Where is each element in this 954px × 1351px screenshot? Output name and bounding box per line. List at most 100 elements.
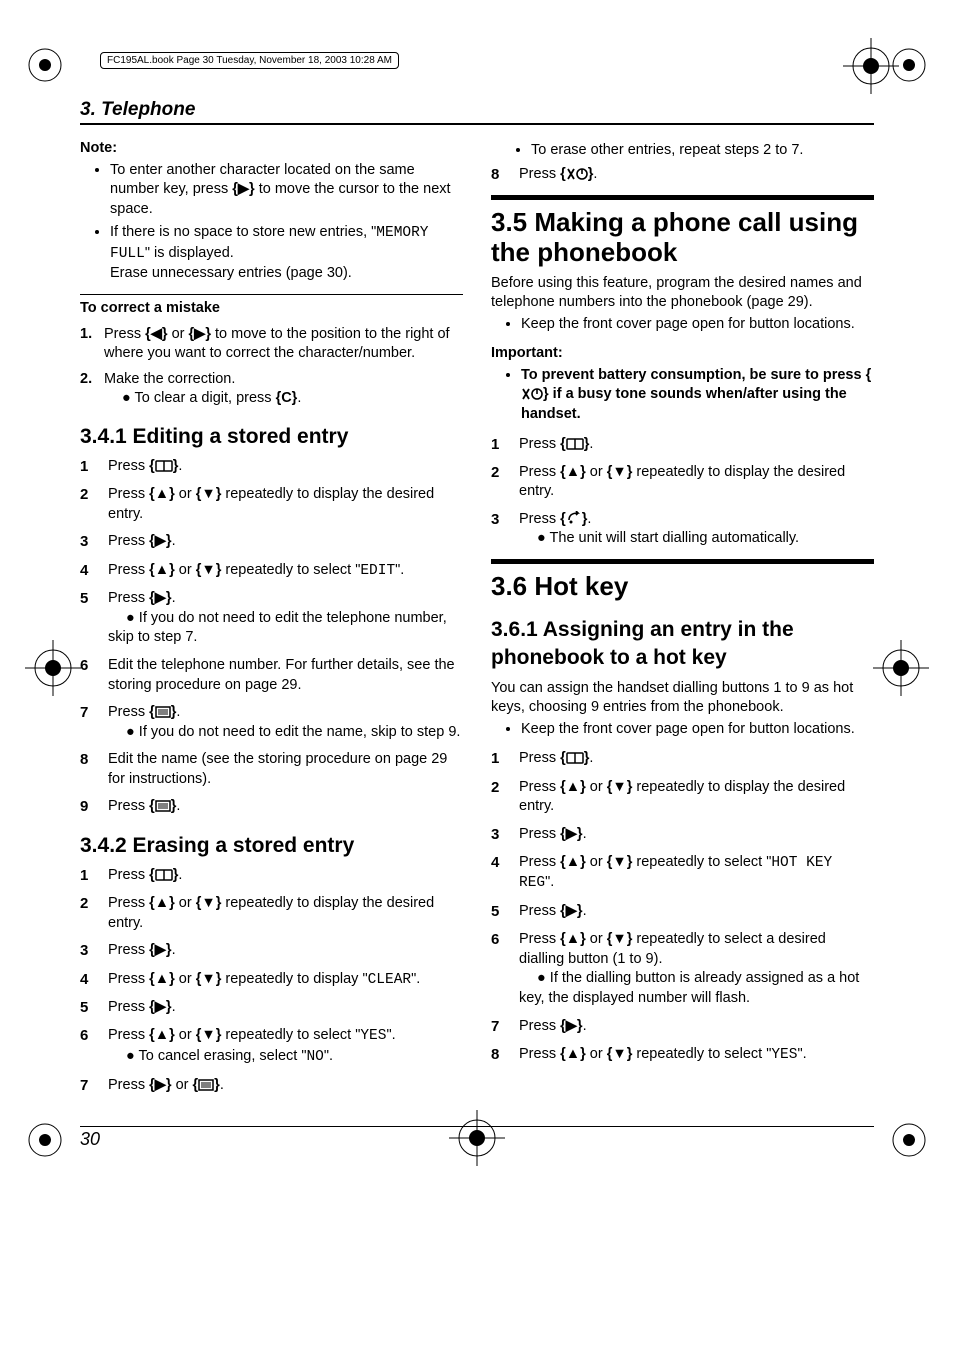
file-header: FC195AL.book Page 30 Tuesday, November 1… bbox=[100, 52, 399, 69]
step-number: 1 bbox=[491, 749, 509, 769]
step-body: Press {▲} or {▼} repeatedly to select "H… bbox=[519, 853, 874, 894]
left-column: Note: To enter another character located… bbox=[80, 139, 463, 1106]
step-body: Press {}. bbox=[519, 749, 874, 769]
step: 2 Press {▲} or {▼} repeatedly to display … bbox=[80, 485, 463, 524]
step: 2Press {▲} or {▼} repeatedly to display … bbox=[491, 778, 874, 817]
step-body: Press {◀} or {▶} to move to the position… bbox=[104, 325, 463, 364]
step: 2Press {▲} or {▼} repeatedly to display … bbox=[491, 463, 874, 502]
step-number: 1 bbox=[80, 457, 98, 477]
heading-342: 3.4.2 Erasing a stored entry bbox=[80, 832, 463, 860]
step-number: 7 bbox=[80, 1076, 98, 1096]
page: FC195AL.book Page 30 Tuesday, November 1… bbox=[0, 0, 954, 1190]
step-body: Press {}. bbox=[108, 866, 463, 886]
step: 3Press {▶}. bbox=[80, 532, 463, 552]
heading-361: 3.6.1 Assigning an entry in the phoneboo… bbox=[491, 616, 874, 673]
list-item: To prevent battery consumption, be sure … bbox=[521, 366, 874, 425]
step: 7 Press {▶}. bbox=[491, 1017, 874, 1037]
continuation-bullet: To erase other entries, repeat steps 2 t… bbox=[491, 141, 874, 161]
step-body: Press {}. bbox=[519, 435, 874, 455]
important-bullet: To prevent battery consumption, be sure … bbox=[491, 366, 874, 425]
step: 2.Make the correction.● To clear a digit… bbox=[80, 370, 463, 409]
step: 1Press {}. bbox=[80, 866, 463, 886]
step-number: 3 bbox=[80, 941, 98, 961]
section-divider bbox=[491, 559, 874, 564]
step: 7Press {▶} or {}. bbox=[80, 1076, 463, 1096]
list-item: If there is no space to store new entrie… bbox=[110, 223, 463, 284]
paragraph-361: You can assign the handset dialling butt… bbox=[491, 679, 874, 718]
step: 9Press {}. bbox=[80, 797, 463, 817]
note-heading: Note: bbox=[80, 139, 463, 159]
step-number: 5 bbox=[491, 902, 509, 922]
step-body: Press {▶}.● If you do not need to edit t… bbox=[108, 589, 463, 648]
heading-36: 3.6 Hot key bbox=[491, 572, 874, 602]
step: 3 Press {▶}. bbox=[491, 825, 874, 845]
step-number: 5 bbox=[80, 998, 98, 1018]
step: 8Press {▲} or {▼} repeatedly to select "… bbox=[491, 1045, 874, 1066]
step-number: 8 bbox=[491, 1045, 509, 1066]
step-body: Edit the name (see the storing procedure… bbox=[108, 750, 463, 789]
step-number: 5 bbox=[80, 589, 98, 648]
step-number: 3 bbox=[491, 510, 509, 549]
step: 4Press {▲} or {▼} repeatedly to display … bbox=[80, 970, 463, 991]
reg-mark-bl-icon bbox=[25, 1120, 65, 1160]
step: 1.Press {◀} or {▶} to move to the positi… bbox=[80, 325, 463, 364]
step-body: Press {▲} or {▼} repeatedly to display t… bbox=[108, 894, 463, 933]
step: 6Edit the telephone number. For further … bbox=[80, 656, 463, 695]
step-number: 6 bbox=[80, 1026, 98, 1067]
step-number: 2 bbox=[80, 894, 98, 933]
step-number: 2 bbox=[491, 463, 509, 502]
steps-341: 1 Press {}. 2 Press {▲} or {▼} repeatedly t… bbox=[80, 457, 463, 818]
list-item: Keep the front cover page open for butto… bbox=[521, 720, 874, 740]
step: 5 Press {▶}. bbox=[491, 902, 874, 922]
step: 1 Press {}. bbox=[491, 749, 874, 769]
step-number: 6 bbox=[491, 930, 509, 1008]
crop-mark-right-icon bbox=[873, 640, 929, 696]
step: 6Press {▲} or {▼} repeatedly to select a… bbox=[491, 930, 874, 1008]
list-item: To enter another character located on th… bbox=[110, 161, 463, 220]
step-body: Press {}. bbox=[108, 457, 463, 477]
step: 5Press {▶}.● If you do not need to edit … bbox=[80, 589, 463, 648]
step-body: Press {▶}. bbox=[108, 998, 463, 1018]
step: 3Press {}.● The unit will start dialling… bbox=[491, 510, 874, 549]
step-number: 1 bbox=[491, 435, 509, 455]
steps-361: 1Press {}.2Press {▲} or {▼} repeatedly t… bbox=[491, 749, 874, 1065]
bullet-35: Keep the front cover page open for butto… bbox=[491, 315, 874, 335]
step-number: 8 bbox=[491, 165, 509, 185]
step-number: 2 bbox=[80, 485, 98, 524]
heading-341: 3.4.1 Editing a stored entry bbox=[80, 423, 463, 451]
step: 5 Press {▶}. bbox=[80, 998, 463, 1018]
step: 2 Press {▲} or {▼} repeatedly to display … bbox=[80, 894, 463, 933]
step-number: 7 bbox=[491, 1017, 509, 1037]
list-item: To erase other entries, repeat steps 2 t… bbox=[531, 141, 874, 161]
note-bullets: To enter another character located on th… bbox=[80, 161, 463, 284]
reg-mark-br-icon bbox=[889, 1120, 929, 1160]
step-body: Edit the telephone number. For further d… bbox=[108, 656, 463, 695]
step-number: 7 bbox=[80, 703, 98, 742]
heading-35: 3.5 Making a phone call using the phoneb… bbox=[491, 208, 874, 268]
step: 1 Press {}. bbox=[491, 435, 874, 455]
step-body: Press {▲} or {▼} repeatedly to display t… bbox=[108, 485, 463, 524]
step-body: Press {▶}. bbox=[519, 902, 874, 922]
paragraph-35: Before using this feature, program the d… bbox=[491, 274, 874, 313]
step-number: 2 bbox=[491, 778, 509, 817]
step: 4Press {▲} or {▼} repeatedly to select "… bbox=[491, 853, 874, 894]
step-8: 8 Press {}. bbox=[491, 165, 874, 185]
bullet-361: Keep the front cover page open for butto… bbox=[491, 720, 874, 740]
step-body: Press {▶}. bbox=[519, 1017, 874, 1037]
crop-mark-top-icon bbox=[843, 38, 899, 94]
step-number: 4 bbox=[80, 970, 98, 991]
correct-steps: 1.Press {◀} or {▶} to move to the positi… bbox=[80, 325, 463, 409]
step-number: 3 bbox=[80, 532, 98, 552]
step-body: Press {▶}. bbox=[519, 825, 874, 845]
list-item: Keep the front cover page open for butto… bbox=[521, 315, 874, 335]
step-number: 9 bbox=[80, 797, 98, 817]
important-heading: Important: bbox=[491, 344, 874, 364]
step-number: 4 bbox=[491, 853, 509, 894]
chapter-title: 3. Telephone bbox=[80, 99, 874, 125]
step: 8Edit the name (see the storing procedur… bbox=[80, 750, 463, 789]
steps-35: 1 Press {}. 2Press {▲} or {▼} repeatedly t… bbox=[491, 435, 874, 550]
step-number: 3 bbox=[491, 825, 509, 845]
crop-mark-left-icon bbox=[25, 640, 81, 696]
step-body: Press {▶}. bbox=[108, 941, 463, 961]
step-body: Press {▲} or {▼} repeatedly to select "E… bbox=[108, 561, 463, 582]
